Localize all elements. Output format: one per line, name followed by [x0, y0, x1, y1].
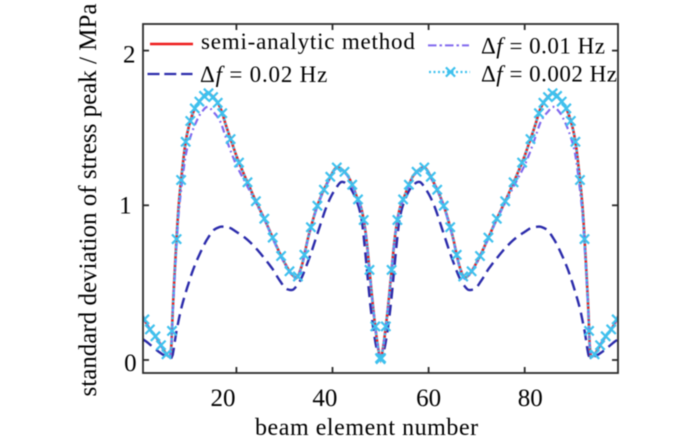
svg-text:80: 80 [518, 385, 543, 412]
svg-text:semi-analytic method: semi-analytic method [201, 29, 416, 54]
svg-text:standard deviation of stress p: standard deviation of stress peak / MPa [75, 4, 102, 397]
svg-text:1: 1 [119, 192, 132, 219]
svg-text:beam element number: beam element number [255, 415, 479, 438]
svg-text:Δf = 0.01 Hz: Δf = 0.01 Hz [481, 33, 605, 58]
svg-text:2: 2 [123, 42, 136, 69]
svg-text:60: 60 [416, 385, 441, 412]
svg-text:Δf = 0.02 Hz: Δf = 0.02 Hz [200, 62, 328, 87]
svg-text:0: 0 [124, 350, 137, 377]
svg-text:20: 20 [211, 385, 236, 412]
svg-text:40: 40 [312, 385, 337, 412]
svg-text:Δf = 0.002 Hz: Δf = 0.002 Hz [481, 62, 617, 87]
